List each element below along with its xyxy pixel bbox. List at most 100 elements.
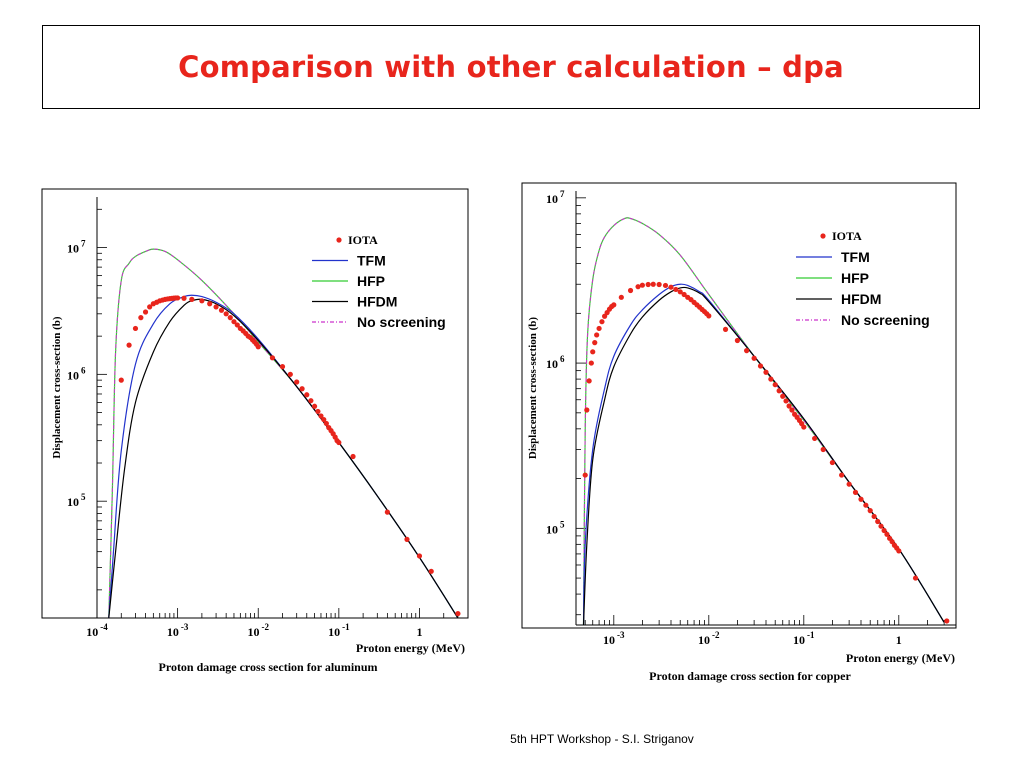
iota-point	[189, 296, 195, 302]
iota-point	[673, 286, 679, 293]
iota-point	[722, 326, 729, 332]
iota-point	[231, 319, 237, 325]
iota-point	[138, 315, 144, 321]
iota-point	[594, 332, 600, 338]
legend-label-no-screening: No screening	[357, 314, 446, 330]
iota-point	[645, 281, 651, 288]
x-tick-label: 10 -2	[247, 622, 269, 639]
iota-point	[118, 377, 124, 383]
x-tick-label: 1	[896, 633, 902, 647]
iota-point	[677, 289, 683, 295]
iota-point	[321, 416, 327, 423]
iota-point	[751, 355, 757, 361]
legend-label-hfdm: HFDM	[841, 291, 881, 307]
iota-point	[618, 294, 624, 300]
iota-point	[829, 459, 836, 466]
iota-point	[662, 282, 669, 289]
iota-point	[602, 313, 608, 319]
legend-label-iota: IOTA	[832, 229, 862, 243]
x-tick-label: 10 -3	[167, 622, 189, 639]
y-axis-label: Displacement cross-section (b)	[51, 316, 63, 458]
iota-point	[706, 313, 712, 319]
iota-point	[884, 531, 890, 537]
iota-point	[668, 284, 674, 290]
iota-point	[311, 403, 318, 409]
iota-point	[586, 378, 592, 384]
iota-point	[213, 304, 219, 310]
x-tick-label: 1	[416, 625, 422, 639]
iota-point	[656, 281, 662, 288]
iota-point	[207, 301, 213, 307]
legend-marker-iota	[336, 237, 342, 243]
iota-point	[863, 502, 869, 508]
legend-label-iota: IOTA	[348, 233, 378, 247]
chart-caption: Proton damage cross section for aluminum	[159, 660, 378, 674]
iota-point	[384, 509, 390, 515]
iota-point	[592, 340, 598, 346]
legend-label-tfm: TFM	[841, 249, 870, 265]
series-line-no-screening	[583, 217, 945, 625]
iota-point	[584, 407, 590, 413]
iota-point	[428, 568, 434, 574]
iota-point	[294, 379, 300, 385]
iota-point	[944, 618, 950, 624]
iota-point	[181, 295, 187, 301]
slide-title: Comparison with other calculation – dpa	[178, 50, 844, 84]
iota-point	[912, 575, 919, 581]
iota-point	[611, 302, 617, 308]
iota-point	[218, 307, 225, 313]
iota-point	[839, 472, 845, 478]
iota-point	[142, 309, 149, 315]
legend-label-hfp: HFP	[357, 273, 385, 289]
x-tick-label: 10 -1	[793, 630, 815, 647]
iota-point	[596, 325, 602, 332]
iota-point	[336, 439, 342, 446]
iota-point	[350, 453, 356, 460]
iota-point	[404, 536, 410, 542]
y-tick-label: 10 7	[67, 238, 86, 255]
iota-point	[757, 363, 764, 369]
iota-point	[772, 382, 778, 388]
iota-point	[896, 548, 902, 554]
series-line-tfm	[582, 283, 945, 625]
iota-point	[323, 420, 329, 427]
series-line-hfp	[582, 217, 945, 625]
x-tick-label: 10 -4	[86, 622, 108, 639]
iota-point	[846, 481, 852, 487]
iota-point	[812, 435, 818, 442]
x-tick-label: 10 -1	[328, 622, 350, 639]
legend-marker-iota	[820, 233, 826, 239]
series-line-hfdm	[582, 286, 945, 625]
iota-point	[780, 393, 786, 399]
iota-point	[627, 287, 634, 294]
iota-point	[744, 348, 750, 354]
iota-point	[279, 364, 286, 370]
iota-point	[789, 407, 795, 413]
iota-point	[255, 344, 261, 350]
iota-point	[588, 360, 594, 366]
iota-point	[875, 518, 881, 525]
legend-label-hfdm: HFDM	[357, 294, 397, 310]
y-tick-label: 10 5	[546, 519, 565, 536]
iota-point	[820, 446, 826, 453]
iota-point	[308, 398, 314, 404]
iota-point	[234, 322, 240, 328]
iota-point	[871, 513, 877, 520]
iota-point	[318, 413, 324, 419]
iota-point	[776, 388, 782, 394]
iota-point	[786, 403, 792, 409]
iota-point	[878, 523, 884, 529]
legend-label-hfp: HFP	[841, 270, 869, 286]
iota-point	[299, 386, 305, 392]
iota-point	[416, 553, 423, 559]
iota-point	[126, 342, 132, 348]
x-tick-label: 10 -2	[698, 630, 720, 647]
iota-point	[223, 311, 229, 317]
iota-point	[783, 398, 789, 404]
legend-label-no-screening: No screening	[841, 312, 930, 328]
iota-point	[582, 472, 588, 478]
x-axis-label: Proton energy (MeV)	[356, 641, 465, 655]
x-axis-label: Proton energy (MeV)	[846, 651, 955, 665]
iota-point	[734, 337, 741, 344]
